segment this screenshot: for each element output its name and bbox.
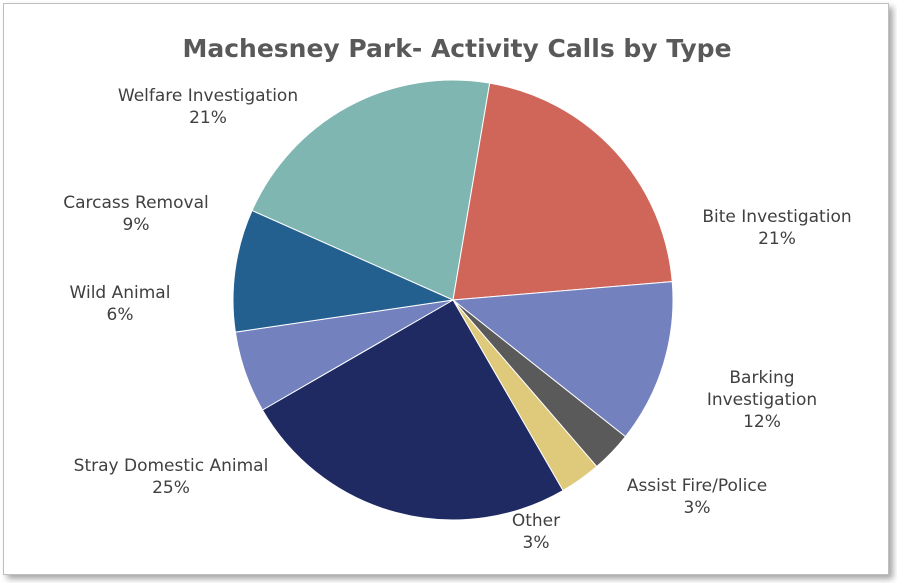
pie-slice-bite-investigation	[452, 82, 673, 301]
pie-slice-welfare-investigation	[251, 79, 491, 301]
slice-label-other: Other 3%	[512, 511, 560, 553]
slice-label-barking-investigation: Barking Investigation 12%	[707, 368, 817, 432]
pie-slice-carcass-removal	[232, 209, 455, 333]
pie-slices	[232, 79, 674, 521]
slice-label-assist-fire-police: Assist Fire/Police 3%	[627, 476, 767, 518]
slice-label-welfare-investigation: Welfare Investigation 21%	[118, 86, 298, 128]
pie-slice-barking-investigation	[451, 281, 674, 438]
slice-label-stray-domestic-animal: Stray Domestic Animal 25%	[74, 456, 269, 498]
slice-label-carcass-removal: Carcass Removal 9%	[63, 193, 208, 235]
slice-labels: Welfare Investigation 21% Bite Investigati…	[63, 86, 851, 553]
slice-label-wild-animal: Wild Animal 6%	[70, 283, 171, 325]
pie-slice-stray-domestic-animal	[261, 299, 564, 521]
slice-label-bite-investigation: Bite Investigation 21%	[702, 207, 851, 249]
chart-title: Machesney Park- Activity Calls by Type	[182, 34, 731, 63]
